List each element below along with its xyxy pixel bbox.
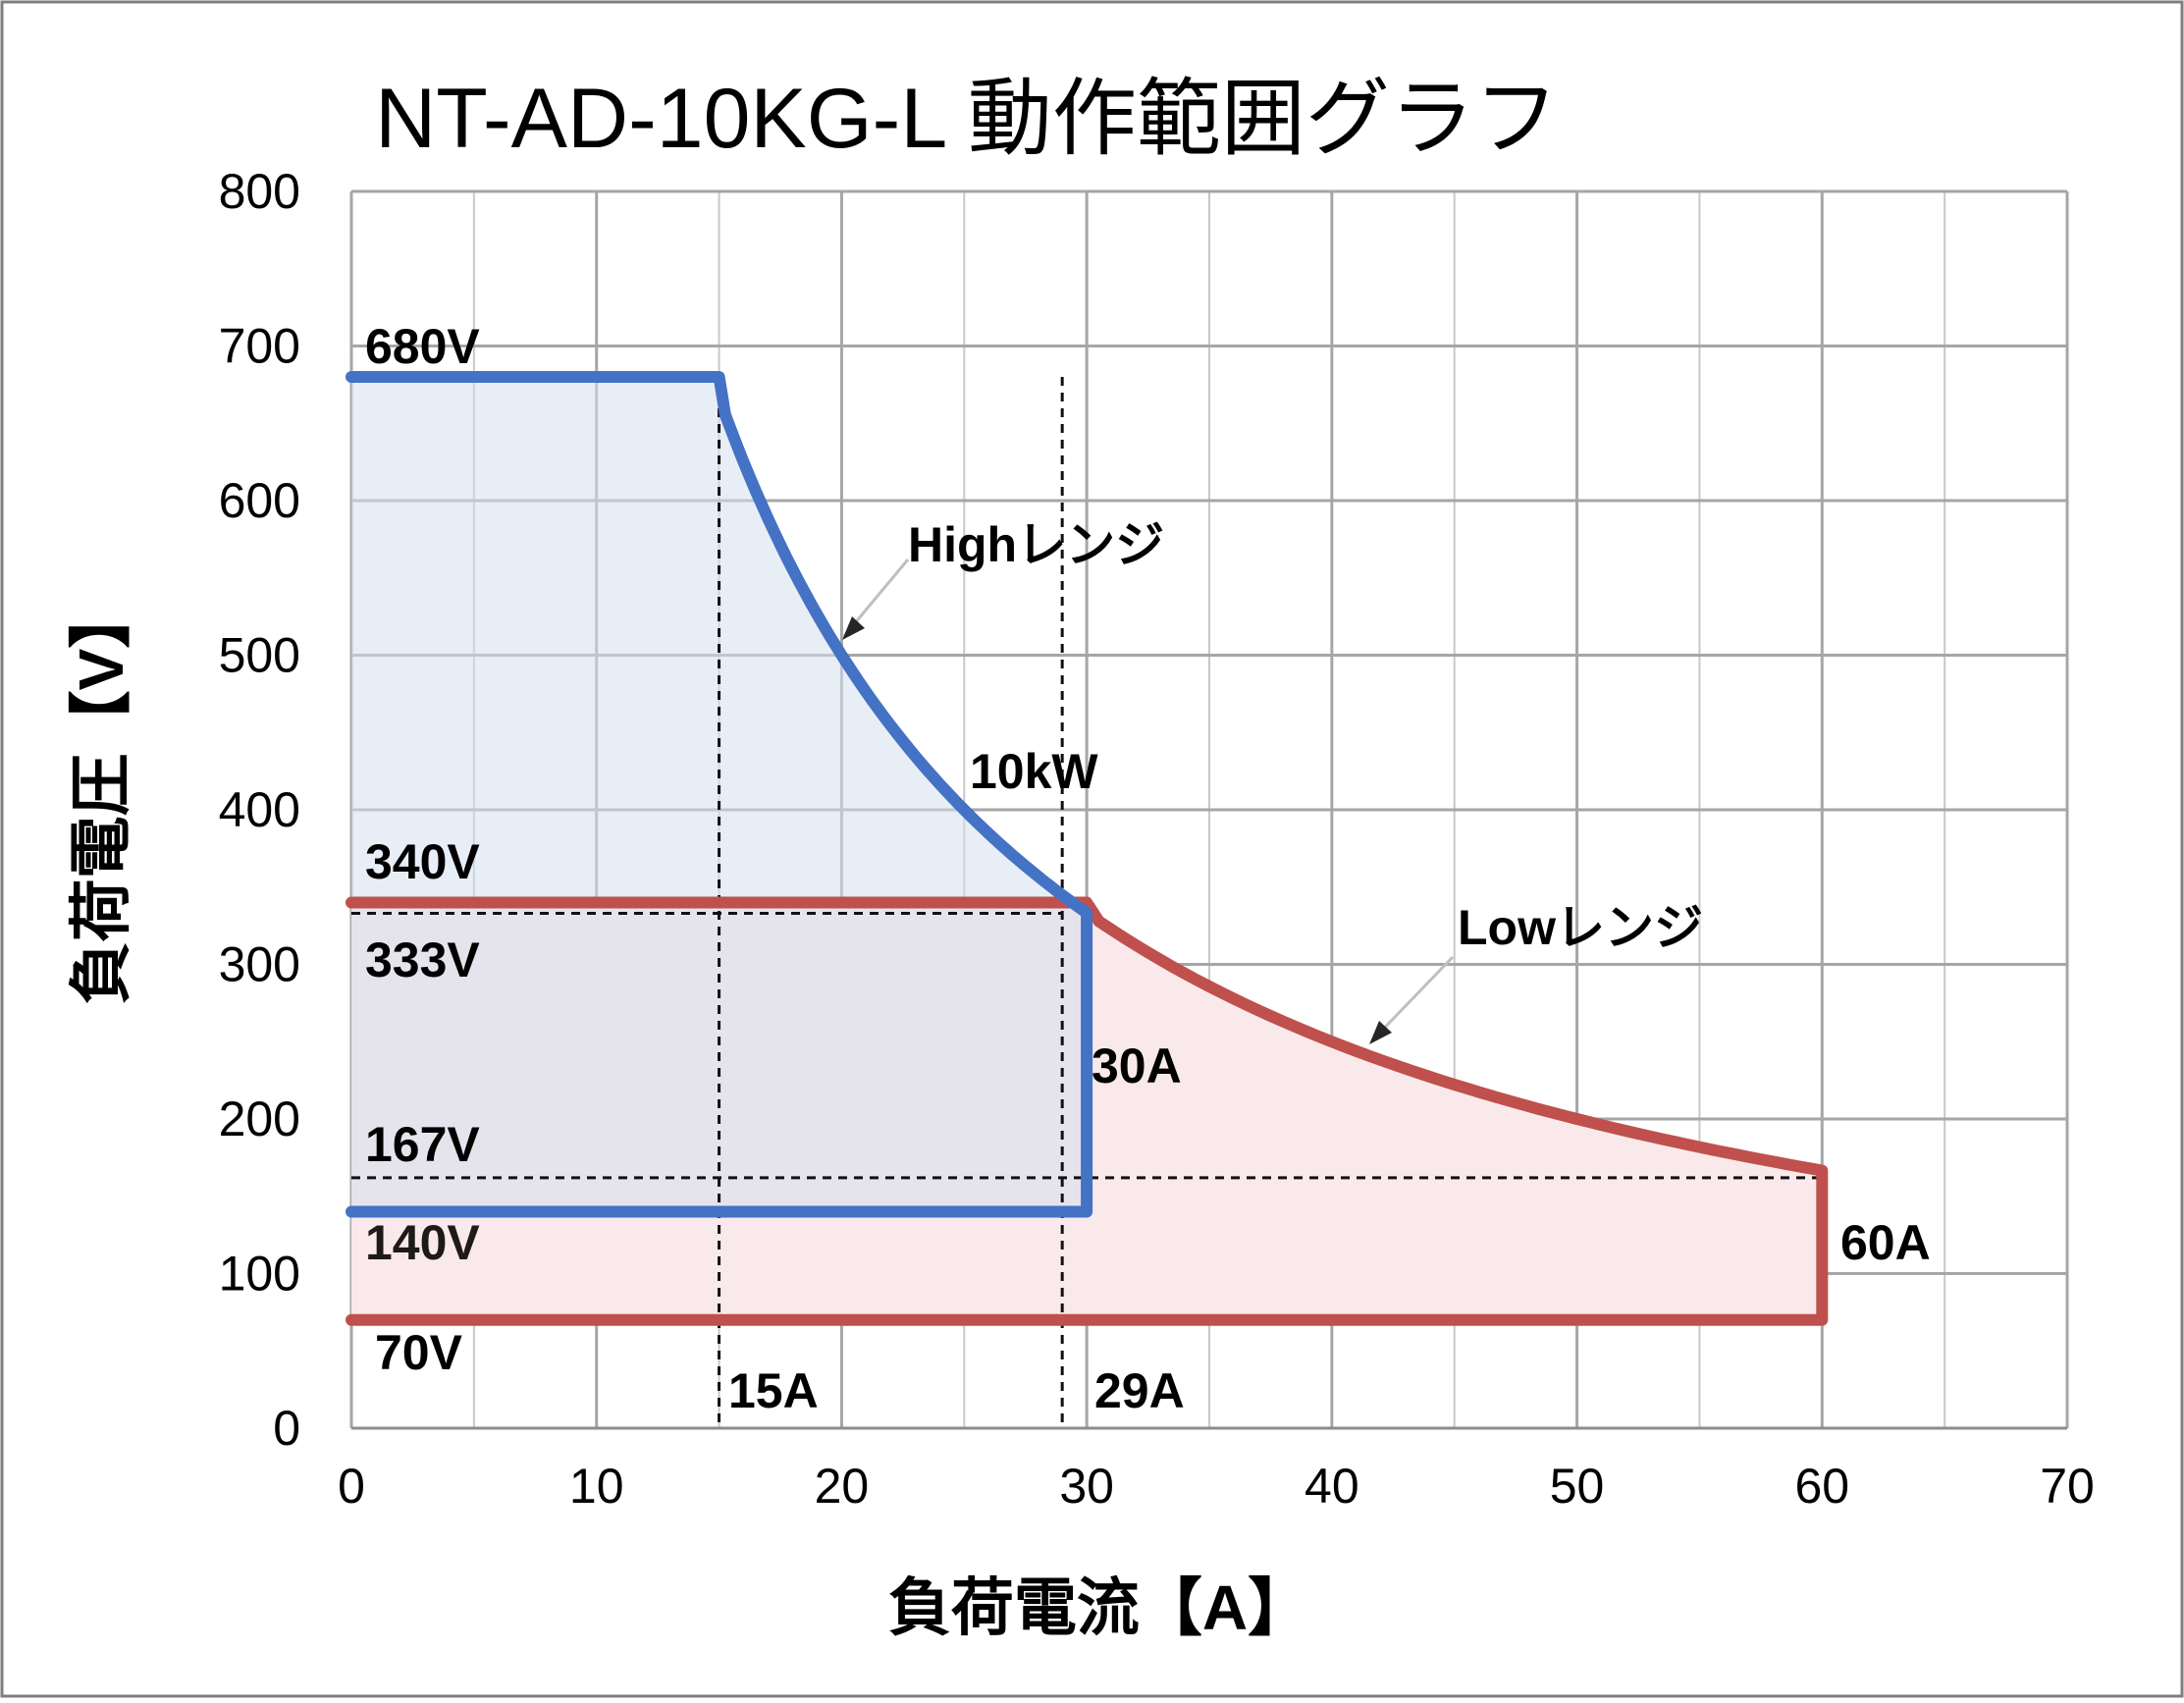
label-60a: 60A [1840,1215,1931,1270]
y-tick-label: 100 [219,1247,300,1302]
label-333v: 333V [365,932,480,987]
x-tick-label: 70 [2040,1459,2095,1514]
label-29a: 29A [1094,1363,1185,1418]
x-axis-title: 負荷電流【A】 [888,1572,1310,1643]
label-167v: 167V [365,1117,480,1172]
high-range-boundary [346,371,1093,1218]
x-tick-label: 40 [1305,1459,1359,1514]
y-tick-label: 800 [219,164,300,219]
range-boundaries [346,371,1829,1326]
low-callout-leader [1370,955,1455,1042]
x-tick-label: 50 [1550,1459,1605,1514]
label-30a: 30A [1092,1038,1182,1093]
y-tick-label: 600 [219,473,300,528]
x-tick-label: 0 [338,1459,365,1514]
low-callout-arrow [1369,1021,1392,1044]
y-tick-label: 500 [219,628,300,683]
high-callout-arrow [842,616,865,640]
chart-title: NT-AD-10KG-L 動作範囲グラフ [375,72,1559,166]
y-tick-label: 700 [219,319,300,374]
x-tick-label: 30 [1059,1459,1114,1514]
y-tick-label: 0 [273,1401,300,1456]
label-low-range: Lowレンジ [1458,900,1703,955]
x-tick-label: 60 [1794,1459,1849,1514]
label-70v: 70V [375,1325,463,1380]
label-140v: 140V [365,1215,480,1270]
label-10kw: 10kW [970,744,1098,799]
label-680v: 680V [365,319,480,374]
x-tick-label: 20 [815,1459,870,1514]
low-range-boundary [346,896,1829,1326]
y-tick-label: 400 [219,782,300,837]
high-range-area [351,377,1088,1212]
x-tick-label: 10 [569,1459,624,1514]
label-15a: 15A [728,1363,819,1418]
y-tick-label: 300 [219,937,300,992]
y-axis-title: 負荷電圧【V】 [66,586,136,1005]
label-high-range: Highレンジ [908,517,1164,572]
label-340v: 340V [365,834,480,889]
y-tick-label: 200 [219,1091,300,1146]
